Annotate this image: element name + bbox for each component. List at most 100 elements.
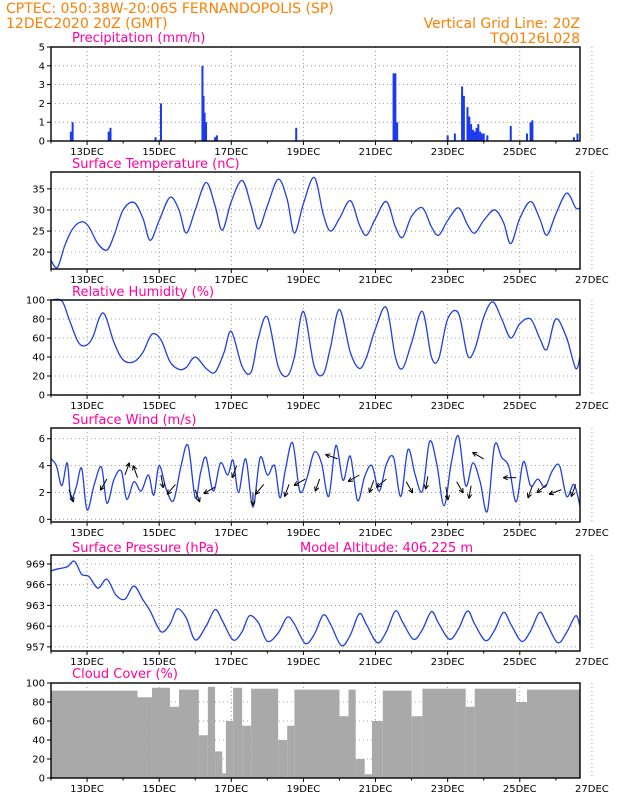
x-tick-label: 19DEC xyxy=(287,528,321,539)
humidity-frame xyxy=(50,299,581,396)
precipitation-bar xyxy=(394,73,397,141)
precipitation-bar xyxy=(509,125,512,141)
x-tick-label: 15DEC xyxy=(142,275,176,286)
cloud-cover-bar xyxy=(371,721,383,778)
temperature-panel: Surface Temperature (nC) 20 25 30 35 13DEC 15… xyxy=(32,157,609,286)
x-tick-label: 25DEC xyxy=(503,275,537,286)
x-tick-label: 13DEC xyxy=(70,528,104,539)
x-tick-label: 27DEC xyxy=(575,528,609,539)
temperature-line xyxy=(50,176,581,269)
y-tick-label: 966 xyxy=(26,580,45,591)
y-tick-label: 0 xyxy=(39,391,45,402)
precipitation-bar xyxy=(154,137,157,141)
wind-arrow xyxy=(124,462,131,476)
wind-frame xyxy=(50,427,581,523)
wind-arrow xyxy=(293,478,306,487)
cloud-cover-bar xyxy=(215,751,223,778)
x-tick-label: 19DEC xyxy=(287,784,321,795)
precipitation-bar xyxy=(480,133,483,141)
x-tick-label: 17DEC xyxy=(214,401,248,412)
x-tick-label: 27DEC xyxy=(575,657,609,668)
wind-arrow xyxy=(254,484,265,495)
wind-arrow xyxy=(570,484,577,497)
y-tick-label: 2 xyxy=(39,488,45,499)
cloud-cover-bar xyxy=(242,725,252,778)
x-tick-label: 15DEC xyxy=(142,784,176,795)
precipitation-bar xyxy=(69,131,72,141)
y-tick-label: 20 xyxy=(32,755,45,766)
y-tick-label: 963 xyxy=(26,601,45,612)
cloud-cover-bar xyxy=(179,689,199,778)
cloud-cover-bar xyxy=(151,687,170,778)
precipitation-bar xyxy=(486,135,489,141)
cloud-cover-bar xyxy=(355,759,365,778)
x-tick-label: 13DEC xyxy=(70,401,104,412)
y-tick-label: 969 xyxy=(26,559,45,570)
precipitation-bar xyxy=(214,137,217,141)
cloud-cover-bar xyxy=(348,689,356,778)
wind-arrow xyxy=(423,476,429,490)
precipitation-bar xyxy=(473,131,476,141)
wind-arrow xyxy=(368,480,375,493)
x-tick-label: 17DEC xyxy=(214,657,248,668)
precipitation-bar xyxy=(201,65,204,141)
y-tick-label: 6 xyxy=(39,434,45,445)
x-tick-label: 19DEC xyxy=(287,401,321,412)
precipitation-bar xyxy=(107,131,110,141)
x-tick-label: 21DEC xyxy=(359,528,393,539)
wind-arrow xyxy=(467,485,473,499)
header-date: 12DEC2020 20Z (GMT) xyxy=(6,16,168,32)
pressure-panel: Surface Pressure (hPa) Model Altitude: 4… xyxy=(26,541,609,668)
x-tick-label: 27DEC xyxy=(575,784,609,795)
wind-line xyxy=(50,434,581,513)
x-tick-label: 25DEC xyxy=(503,784,537,795)
y-tick-label: 20 xyxy=(32,372,45,383)
header-model: TQ0126L028 xyxy=(489,31,580,47)
precipitation-bar xyxy=(109,127,112,141)
x-tick-label: 13DEC xyxy=(70,657,104,668)
x-tick-label: 21DEC xyxy=(359,401,393,412)
x-tick-label: 23DEC xyxy=(431,275,465,286)
x-tick-label: 25DEC xyxy=(503,528,537,539)
y-tick-label: 0 xyxy=(39,515,45,526)
y-tick-label: 60 xyxy=(32,334,45,345)
precipitation-bar xyxy=(529,122,532,141)
x-tick-label: 21DEC xyxy=(359,657,393,668)
y-tick-label: 80 xyxy=(32,315,45,326)
cloud-cover-bar xyxy=(422,688,466,778)
precipitation-bar xyxy=(453,133,456,141)
cloud-cover-bar xyxy=(222,773,226,778)
cloud-cover-bar xyxy=(169,706,180,778)
precipitation-bar xyxy=(203,112,206,141)
wind-arrow xyxy=(536,484,548,494)
wind-arrow xyxy=(548,489,562,496)
precipitation-bar xyxy=(531,120,534,141)
precipitation-title: Precipitation (mm/h) xyxy=(72,31,205,46)
wind-arrow xyxy=(347,474,360,482)
precipitation-bar xyxy=(572,137,575,141)
precipitation-bar xyxy=(205,122,208,141)
precipitation-bar xyxy=(470,124,473,141)
cloud-cover-bar xyxy=(198,735,208,778)
y-tick-label: 30 xyxy=(32,205,45,216)
x-tick-label: 15DEC xyxy=(142,657,176,668)
x-tick-label: 17DEC xyxy=(214,528,248,539)
cloud-cover-title: Cloud Cover (%) xyxy=(72,667,178,682)
x-tick-label: 13DEC xyxy=(70,784,104,795)
cloud-cover-bar xyxy=(287,725,295,778)
y-tick-label: 957 xyxy=(26,642,45,653)
cloud-cover-panel: Cloud Cover (%) 0 20 40 60 80 100 13DEC 15DEC 17… xyxy=(26,667,609,795)
cloud-cover-bar xyxy=(526,689,580,778)
x-tick-label: 13DEC xyxy=(70,275,104,286)
wind-arrow xyxy=(159,474,166,489)
precipitation-bar xyxy=(468,116,471,141)
x-tick-label: 19DEC xyxy=(287,275,321,286)
precipitation-bar xyxy=(479,131,482,141)
cloud-cover-bar xyxy=(516,702,527,778)
y-tick-label: 20 xyxy=(32,248,45,259)
wind-arrow xyxy=(166,484,176,495)
precipitation-bar xyxy=(295,127,298,141)
cloud-cover-bar xyxy=(339,716,349,778)
x-tick-label: 23DEC xyxy=(431,657,465,668)
